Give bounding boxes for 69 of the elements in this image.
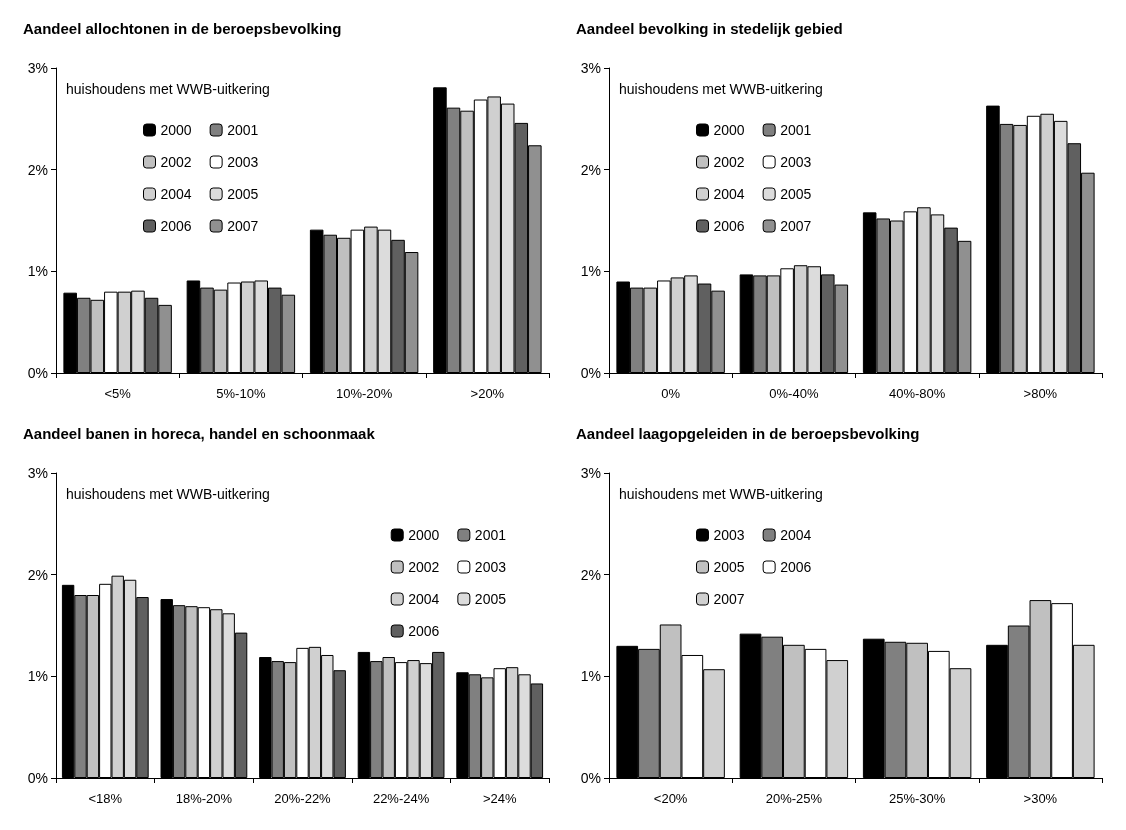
x-tick-label: >20% (470, 386, 505, 401)
y-axis-title: huishoudens met WWB-uitkering (619, 486, 823, 502)
x-tick-label: 20%-25% (765, 791, 823, 806)
legend-label: 2006 (160, 218, 192, 234)
legend-label: 2006 (408, 623, 440, 639)
y-tick-label: 3% (580, 60, 601, 76)
y-tick-label: 1% (27, 263, 48, 280)
y-tick-label: 0% (580, 770, 601, 786)
y-axis-title: huishoudens met WWB-uitkering (66, 486, 270, 502)
x-tick-label: <18% (88, 791, 123, 806)
y-tick-label: 1% (580, 263, 601, 280)
legend-label: 2000 (408, 527, 440, 543)
legend-label: 2006 (713, 218, 745, 234)
y-tick-label: 1% (580, 668, 601, 685)
legend-label: 2004 (780, 527, 812, 543)
legend-label: 2001 (227, 122, 259, 138)
legend-label: 2007 (227, 218, 259, 234)
legend-label: 2001 (474, 527, 507, 543)
x-tick-label: 0% (661, 386, 681, 401)
chart-title: Aandeel allochtonen in de beroepsbevolking (23, 20, 342, 37)
x-tick-label: 40%-80% (888, 386, 946, 401)
legend-label: 2004 (408, 591, 440, 607)
y-tick-label: 1% (27, 668, 48, 685)
legend-label: 2002 (713, 154, 745, 170)
legend-label: 2001 (780, 122, 812, 138)
x-tick-label: 22%-24% (372, 791, 430, 806)
legend-label: 2004 (713, 186, 745, 202)
x-tick-label: 0%-40% (769, 386, 819, 401)
y-tick-label: 2% (580, 566, 601, 583)
x-tick-label: 10%-20% (335, 386, 393, 401)
legend-label: 2005 (227, 186, 259, 202)
legend-label: 2005 (474, 591, 507, 607)
x-tick-label: <20% (653, 791, 688, 806)
x-tick-label: 5%-10% (216, 386, 266, 401)
legend-label: 2000 (713, 122, 745, 138)
x-tick-label: >24% (482, 791, 517, 806)
x-tick-label: 20%-22% (274, 791, 332, 806)
legend-label: 2002 (408, 559, 440, 575)
x-tick-label: <5% (104, 386, 132, 401)
legend-label: 2004 (160, 186, 192, 202)
chart-title: Aandeel laagopgeleiden in de beroepsbevolking (576, 425, 920, 442)
chart-title: Aandeel bevolking in stedelijk gebied (576, 20, 843, 37)
legend-label: 2002 (160, 154, 192, 170)
legend-label: 2003 (227, 154, 259, 170)
y-tick-label: 2% (580, 161, 601, 178)
legend-label: 2007 (780, 218, 812, 234)
y-tick-label: 2% (27, 566, 48, 583)
y-axis-title: huishoudens met WWB-uitkering (619, 81, 823, 97)
x-tick-label: 25%-30% (888, 791, 946, 806)
y-tick-label: 0% (27, 770, 48, 786)
y-tick-label: 2% (27, 161, 48, 178)
y-tick-label: 0% (27, 365, 48, 381)
legend-label: 2005 (713, 559, 745, 575)
legend-label: 2005 (780, 186, 812, 202)
y-tick-label: 3% (27, 465, 48, 481)
y-axis-title: huishoudens met WWB-uitkering (66, 81, 270, 97)
chart-title: Aandeel banen in horeca, handel en schoonmaak (23, 425, 376, 442)
x-tick-label: >80% (1023, 386, 1058, 401)
legend-label: 2006 (780, 559, 812, 575)
legend-label: 2003 (713, 527, 745, 543)
legend-label: 2003 (474, 559, 507, 575)
legend-label: 2000 (160, 122, 192, 138)
y-tick-label: 3% (580, 465, 601, 481)
legend-label: 2007 (713, 591, 745, 607)
legend-label: 2003 (780, 154, 812, 170)
y-tick-label: 0% (580, 365, 601, 381)
x-tick-label: >30% (1023, 791, 1058, 806)
x-tick-label: 18%-20% (175, 791, 233, 806)
y-tick-label: 3% (27, 60, 48, 76)
